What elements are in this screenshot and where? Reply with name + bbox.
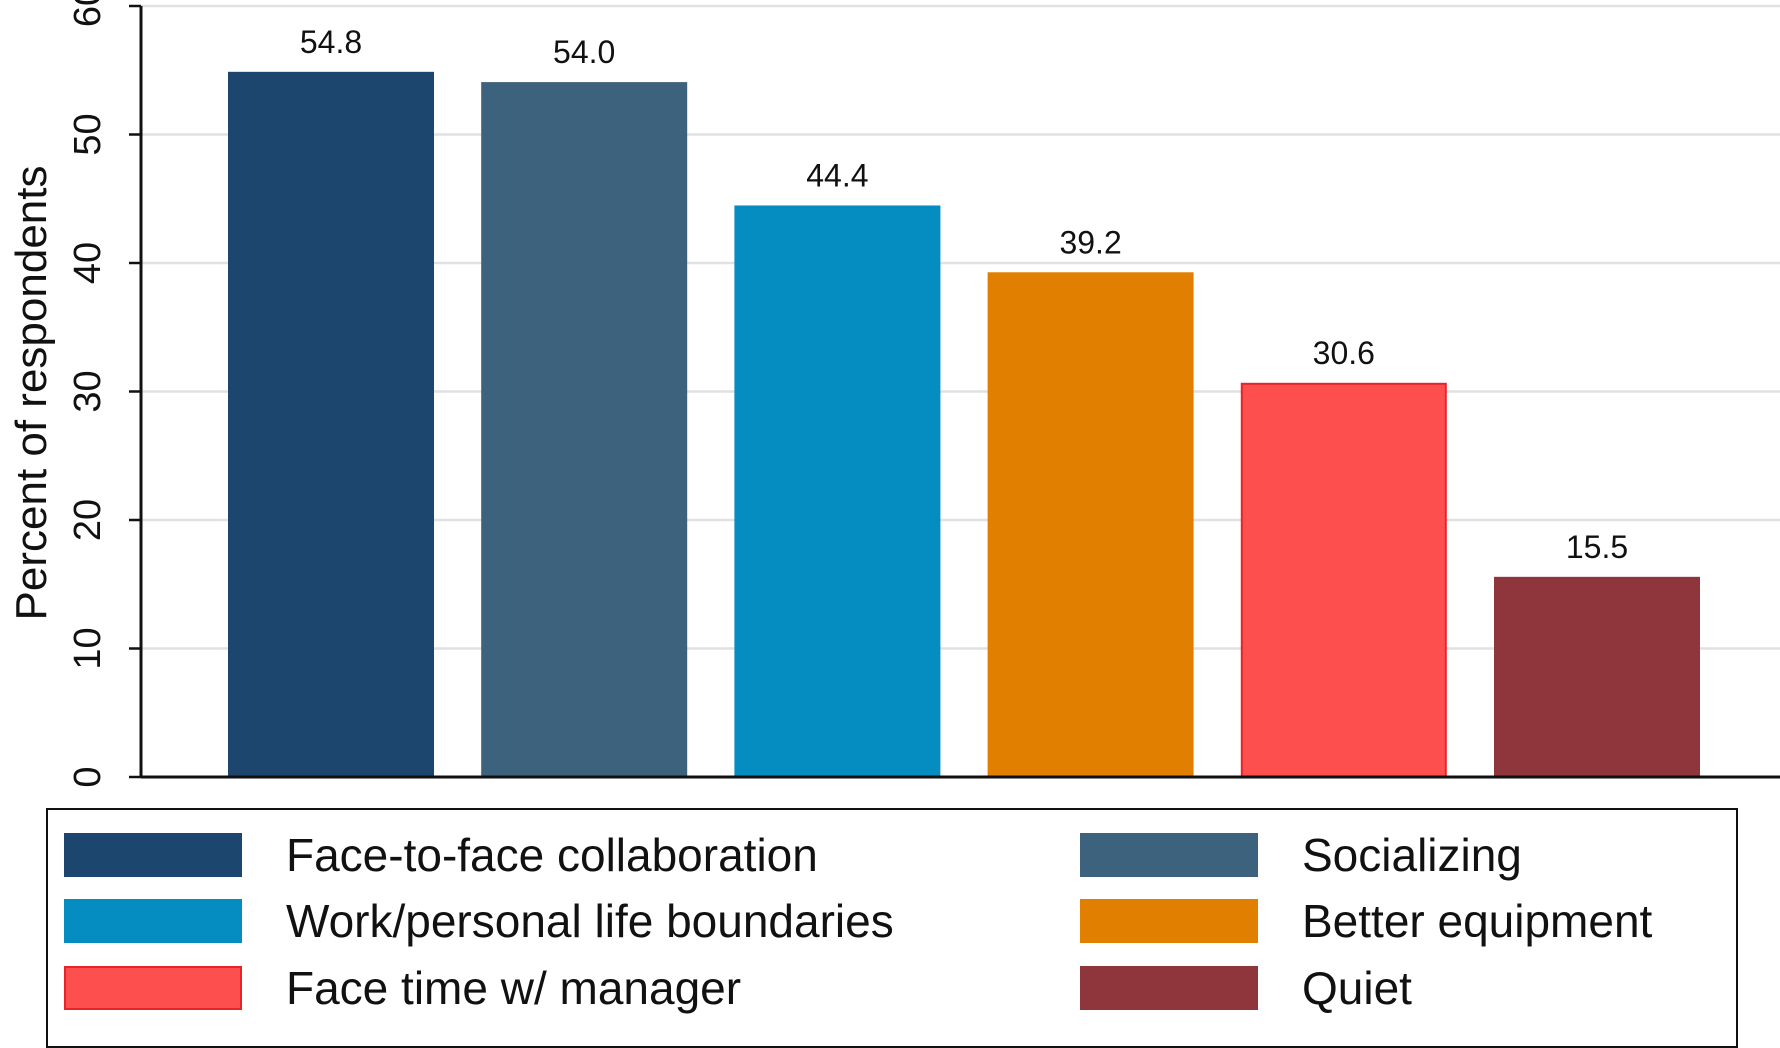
legend-swatch bbox=[64, 833, 242, 877]
legend-swatch bbox=[64, 899, 242, 943]
y-axis-title: Percent of respondents bbox=[7, 166, 56, 621]
legend-label: Face-to-face collaboration bbox=[286, 829, 818, 881]
legend-item-better-equipment: Better equipment bbox=[1080, 895, 1653, 947]
legend-label: Face time w/ manager bbox=[286, 962, 742, 1014]
y-tick-label: 40 bbox=[67, 242, 109, 284]
y-tick-label: 60 bbox=[67, 0, 109, 27]
bar bbox=[1240, 382, 1447, 778]
y-axis-ticks: 0 10 20 30 40 50 60 bbox=[67, 0, 141, 788]
legend: Face-to-face collaboration Socializing W… bbox=[46, 808, 1738, 1048]
bar bbox=[987, 272, 1194, 778]
legend-label: Socializing bbox=[1302, 829, 1522, 881]
y-tick-label: 20 bbox=[67, 499, 109, 541]
bar-value-label: 44.4 bbox=[806, 157, 868, 193]
bar-value-label: 30.6 bbox=[1313, 335, 1375, 371]
bars bbox=[228, 71, 1700, 779]
value-labels: 54.8 54.0 44.4 39.2 30.6 15.5 bbox=[300, 24, 1628, 565]
bar bbox=[481, 82, 688, 779]
bar bbox=[1494, 576, 1700, 779]
y-tick-label: 0 bbox=[67, 766, 109, 787]
bar-value-label: 39.2 bbox=[1059, 224, 1121, 260]
legend-item-quiet: Quiet bbox=[1080, 962, 1412, 1014]
legend-item-face-to-face-collaboration: Face-to-face collaboration bbox=[64, 829, 818, 881]
legend-item-face-time-w-manager: Face time w/ manager bbox=[64, 962, 742, 1014]
y-tick-label: 50 bbox=[67, 113, 109, 155]
bar bbox=[734, 205, 941, 778]
legend-swatch bbox=[1080, 899, 1258, 943]
legend-item-work-personal-life-boundaries: Work/personal life boundaries bbox=[64, 895, 894, 947]
bar-value-label: 15.5 bbox=[1566, 529, 1628, 565]
bar-value-label: 54.0 bbox=[553, 34, 615, 70]
legend-swatch bbox=[1080, 833, 1258, 877]
y-tick-label: 10 bbox=[67, 627, 109, 669]
legend-label: Better equipment bbox=[1302, 895, 1653, 947]
legend-swatch bbox=[1080, 966, 1258, 1010]
legend-item-socializing: Socializing bbox=[1080, 829, 1522, 881]
bar-value-label: 54.8 bbox=[300, 24, 362, 60]
legend-swatch bbox=[64, 966, 242, 1010]
bar-chart: 54.8 54.0 44.4 39.2 30.6 15.5 0 10 20 30 40 50 60 P… bbox=[7, 0, 1780, 788]
y-tick-label: 30 bbox=[67, 370, 109, 412]
legend-label: Work/personal life boundaries bbox=[286, 895, 894, 947]
legend-label: Quiet bbox=[1302, 962, 1412, 1014]
bar bbox=[228, 71, 434, 778]
